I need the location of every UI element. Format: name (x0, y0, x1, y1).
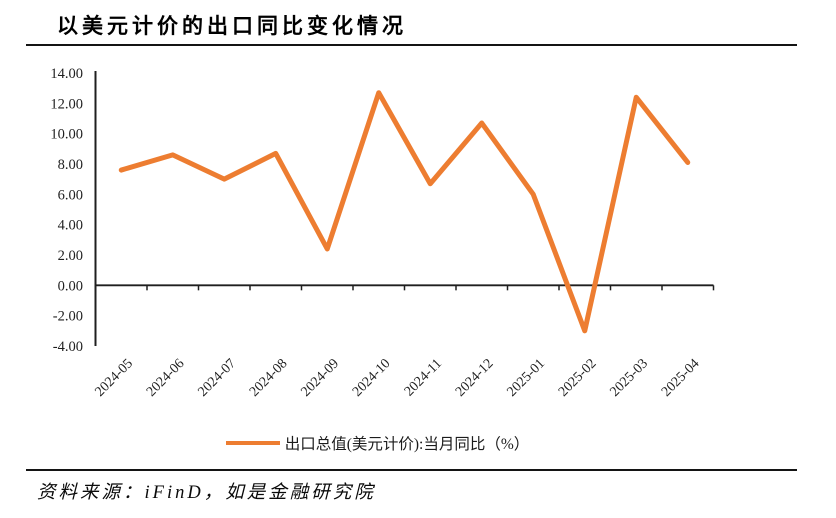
footer-divider (26, 469, 797, 472)
x-axis-tick-label: 2024-09 (298, 356, 342, 400)
x-axis-tick-label: 2025-04 (659, 356, 703, 400)
x-axis-tick-label: 2024-08 (247, 356, 291, 400)
chart-title: 以美元计价的出口同比变化情况 (57, 14, 407, 38)
y-axis-tick-label: -2.00 (53, 309, 83, 325)
x-axis-tick-label: 2025-02 (556, 356, 600, 400)
x-axis-tick-label: 2024-05 (92, 356, 136, 400)
y-axis-tick-label: 6.00 (58, 187, 83, 203)
source-note: 资料来源：iFinD，如是金融研究院 (37, 483, 376, 503)
x-axis-tick-label: 2024-10 (350, 356, 394, 400)
y-axis-tick-label: 4.00 (58, 218, 83, 234)
title-divider (26, 44, 797, 47)
y-axis-tick-label: -4.00 (53, 339, 83, 355)
series-line (118, 90, 691, 334)
x-axis-tick-label: 2025-03 (607, 356, 651, 400)
y-axis-tick-label: 0.00 (58, 278, 83, 294)
x-axis-tick-label: 2024-07 (195, 356, 239, 400)
y-axis-tick-label: 12.00 (50, 96, 83, 112)
y-axis-tick-label: 2.00 (58, 248, 83, 264)
x-axis-tick-label: 2025-01 (504, 356, 548, 400)
x-axis-tick-label: 2024-06 (144, 356, 188, 400)
y-axis-tick-label: 10.00 (50, 127, 83, 143)
chart-legend: 出口总值(美元计价):当月同比（%） (68, 432, 687, 454)
y-axis-tick-label: 14.00 (50, 66, 83, 82)
x-axis-tick-label: 2024-12 (453, 356, 497, 400)
legend-label: 出口总值(美元计价):当月同比（%） (284, 436, 530, 453)
x-axis-tick-label: 2024-11 (402, 356, 445, 399)
legend-line-swatch (225, 440, 280, 446)
y-axis-tick-label: 8.00 (58, 157, 83, 173)
